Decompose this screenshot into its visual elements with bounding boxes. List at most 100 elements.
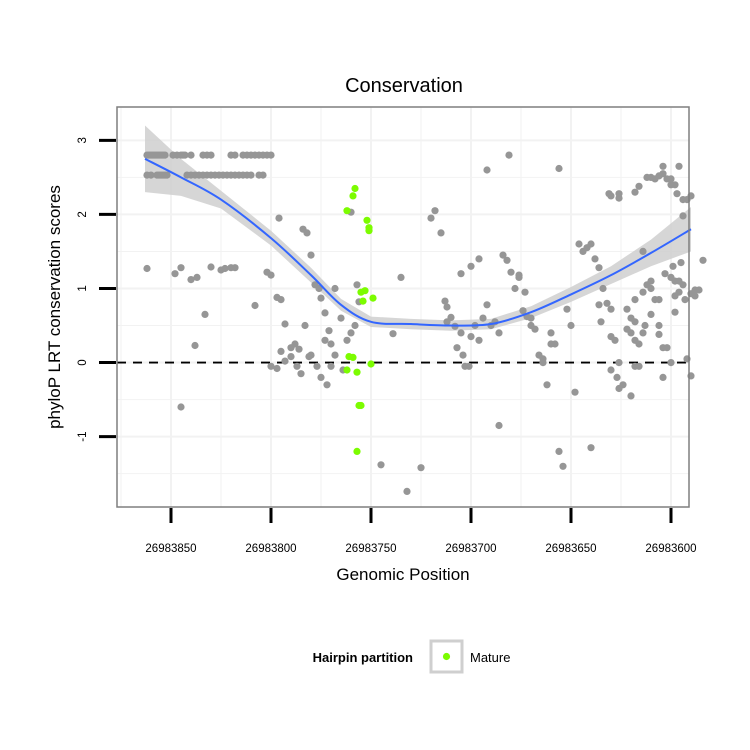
x-tick-label: 26983800	[245, 543, 296, 555]
data-point-other	[457, 329, 465, 337]
data-point-other	[607, 333, 615, 341]
data-point-other	[287, 353, 295, 361]
data-point-other	[547, 329, 555, 337]
data-point-other	[281, 320, 289, 328]
data-point-other	[659, 373, 667, 381]
data-point-other	[591, 255, 599, 263]
data-point-other	[627, 392, 635, 400]
data-point-other	[639, 247, 647, 255]
data-point-other	[543, 381, 551, 389]
data-point-other	[503, 256, 511, 264]
data-point-other	[207, 151, 215, 159]
data-point-other	[699, 256, 707, 264]
data-point-other	[437, 229, 445, 237]
data-point-other	[147, 171, 155, 179]
data-point-other	[639, 288, 647, 296]
data-point-other	[475, 336, 483, 344]
data-point-other	[417, 464, 425, 472]
data-point-other	[191, 341, 199, 350]
x-tick-label: 26983700	[445, 543, 496, 555]
data-point-other	[467, 333, 475, 341]
data-point-mature	[363, 216, 371, 224]
x-tick-label: 26983600	[645, 543, 696, 555]
data-point-other	[615, 190, 623, 198]
data-point-other	[675, 162, 683, 170]
data-point-other	[327, 340, 335, 348]
data-point-mature	[369, 294, 377, 302]
data-point-other	[659, 162, 667, 170]
data-point-other	[443, 303, 451, 311]
data-point-other	[259, 171, 267, 179]
data-point-other	[603, 299, 611, 307]
smooth-line-layer	[144, 157, 692, 327]
y-axis-title: phyloP LRT conservation scores	[45, 185, 64, 429]
x-tick-label: 26983650	[545, 543, 596, 555]
data-point-other	[661, 270, 669, 278]
data-point-mature	[355, 401, 363, 410]
data-point-other	[667, 359, 675, 367]
legend-key-mature-dot	[442, 652, 451, 661]
data-point-other	[453, 344, 461, 352]
data-point-other	[187, 151, 195, 159]
data-point-other	[267, 362, 275, 370]
data-point-other	[293, 362, 301, 370]
data-point-other	[627, 329, 635, 337]
data-point-other	[505, 151, 513, 159]
data-point-other	[327, 362, 335, 370]
data-point-other	[441, 297, 449, 305]
data-point-other	[575, 240, 583, 248]
x-tick-label: 26983850	[145, 543, 196, 555]
data-point-other	[631, 188, 639, 196]
data-point-other	[301, 321, 309, 330]
legend-key	[429, 639, 464, 674]
data-point-other	[281, 357, 289, 365]
data-point-other	[563, 305, 571, 313]
data-point-other	[277, 347, 285, 355]
data-point-other	[673, 190, 681, 198]
plot-panel	[117, 107, 689, 507]
data-point-other	[559, 462, 567, 470]
data-point-other	[475, 255, 483, 263]
data-point-other	[251, 301, 259, 310]
data-point-other	[231, 264, 239, 272]
data-point-other	[597, 318, 605, 326]
data-point-other	[615, 384, 623, 393]
data-point-other	[507, 268, 515, 276]
y-tick-label: 3	[77, 137, 89, 143]
data-point-other	[671, 308, 679, 316]
data-point-other	[495, 421, 503, 430]
data-point-other	[631, 318, 639, 326]
data-point-other	[635, 182, 643, 190]
data-point-other	[555, 164, 563, 173]
data-point-other	[177, 403, 185, 411]
data-point-other	[193, 273, 201, 281]
y-axis: -1 0 1 2 3	[77, 137, 116, 442]
data-point-other	[181, 151, 189, 159]
data-point-other	[669, 262, 677, 270]
data-point-other	[201, 310, 209, 318]
legend-title: Hairpin partition	[313, 650, 413, 665]
data-point-other	[295, 345, 303, 353]
data-point-other	[247, 171, 255, 179]
data-point-other	[655, 330, 663, 338]
data-point-other	[273, 364, 281, 373]
x-axis-title: Genomic Position	[336, 565, 469, 584]
data-point-other	[635, 362, 643, 370]
data-point-other	[667, 175, 675, 183]
data-point-other	[531, 325, 539, 333]
data-point-other	[613, 373, 621, 381]
confidence-band	[145, 125, 691, 331]
data-point-other	[315, 284, 323, 293]
smooth-trend-line	[144, 157, 692, 327]
data-point-other	[539, 355, 547, 363]
data-point-other	[457, 270, 465, 278]
data-point-other	[323, 381, 331, 389]
data-point-other	[641, 321, 649, 330]
confidence-band-layer	[145, 125, 691, 331]
data-point-other	[163, 171, 171, 179]
data-point-other	[527, 314, 535, 322]
data-point-other	[459, 351, 467, 359]
data-point-other	[655, 321, 663, 330]
y-tick-label: -1	[77, 432, 89, 442]
